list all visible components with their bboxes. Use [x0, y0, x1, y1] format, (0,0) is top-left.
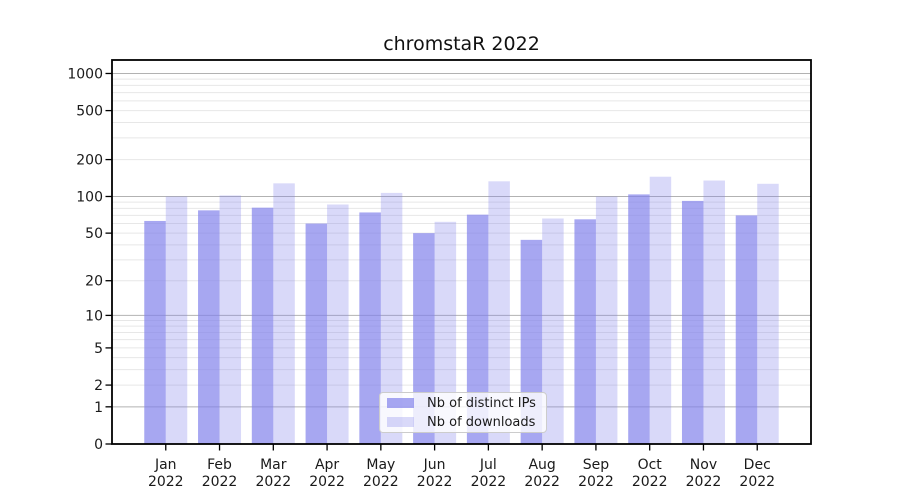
y-axis-tick-label: 0	[94, 437, 103, 453]
bar-downloads	[380, 192, 403, 444]
bar-distinct-ips	[466, 214, 489, 444]
y-axis-tick-label: 50	[85, 226, 103, 242]
bar-downloads	[165, 196, 188, 444]
bar-downloads	[219, 195, 242, 444]
x-axis-tick-label: Apr 2022	[309, 457, 345, 490]
bar-distinct-ips	[735, 215, 758, 444]
y-axis-tick-label: 500	[76, 104, 103, 120]
y-axis-tick-label: 5	[94, 341, 103, 357]
legend-item-downloads: Nb of downloads	[380, 413, 546, 432]
y-axis-tick-label: 1000	[67, 66, 103, 82]
x-axis-tick-label: Oct 2022	[632, 457, 668, 490]
y-axis-tick-label: 10	[85, 308, 103, 324]
y-axis-tick-label: 1	[94, 400, 103, 416]
legend-swatch-distinct-ips	[387, 398, 414, 408]
chart-title: chromstaR 2022	[383, 33, 540, 55]
x-axis-tick-label: May 2022	[363, 457, 399, 490]
x-axis-tick-label: Jan 2022	[148, 457, 184, 490]
legend-item-distinct-ips: Nb of distinct IPs	[380, 394, 546, 413]
bar-distinct-ips	[305, 223, 328, 444]
bar-downloads	[542, 218, 564, 444]
bar-downloads	[327, 204, 349, 444]
bar-distinct-ips	[198, 210, 220, 444]
x-axis-tick-label: Mar 2022	[255, 457, 291, 490]
x-axis-tick-label: Jun 2022	[417, 457, 453, 490]
bar-distinct-ips	[628, 194, 650, 444]
x-axis-tick-label: Jul 2022	[471, 457, 507, 490]
bar-distinct-ips	[574, 219, 596, 444]
x-axis-tick-label: Aug 2022	[524, 457, 560, 490]
bar-downloads	[273, 183, 295, 444]
bar-distinct-ips	[251, 207, 274, 444]
y-axis-tick-label: 2	[94, 378, 103, 394]
legend-swatch-downloads	[387, 417, 414, 427]
legend-label-distinct-ips: Nb of distinct IPs	[427, 395, 536, 411]
bar-downloads	[434, 221, 457, 444]
x-axis-tick-label: Feb 2022	[202, 457, 238, 490]
y-axis-tick-label: 100	[76, 189, 103, 205]
y-axis-tick-label: 20	[85, 274, 103, 290]
x-axis-tick-label: Sep 2022	[578, 457, 614, 490]
legend-label-downloads: Nb of downloads	[427, 414, 536, 430]
bar-downloads	[757, 183, 779, 444]
x-axis-tick-label: Nov 2022	[686, 457, 722, 490]
bar-downloads	[595, 196, 618, 444]
y-axis-tick-label: 200	[76, 153, 103, 169]
bar-downloads	[703, 180, 725, 444]
bar-downloads	[649, 176, 672, 445]
x-axis-tick-label: Dec 2022	[739, 457, 775, 490]
legend: Nb of distinct IPs Nb of downloads	[379, 392, 547, 433]
bar-distinct-ips	[144, 220, 166, 444]
bar-distinct-ips	[413, 233, 435, 444]
bar-distinct-ips	[681, 200, 704, 444]
bar-distinct-ips	[359, 212, 381, 444]
bar-downloads	[488, 181, 510, 444]
plot-frame	[111, 59, 812, 445]
